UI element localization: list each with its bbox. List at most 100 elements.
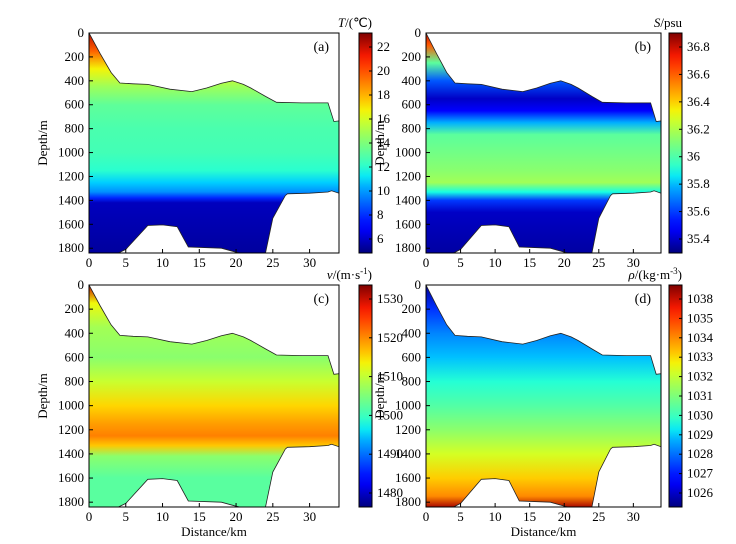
y-tick-label: 0 bbox=[78, 25, 85, 40]
x-tick-label: 25 bbox=[592, 509, 605, 524]
panel-label: (c) bbox=[313, 292, 329, 307]
y-tick-label: 1200 bbox=[58, 168, 84, 183]
colorbar-tick-label: 1028 bbox=[687, 446, 713, 461]
x-tick-label: 5 bbox=[457, 509, 464, 524]
colorbar-tick-label: 36.4 bbox=[687, 94, 710, 109]
x-tick-label: 15 bbox=[523, 509, 536, 524]
y-tick-label: 1400 bbox=[58, 446, 84, 461]
colorbar bbox=[668, 32, 683, 254]
colorbar-tick-label: 10 bbox=[377, 183, 390, 198]
x-tick-label: 20 bbox=[230, 255, 243, 270]
x-axis-label: Distance/km bbox=[511, 524, 577, 539]
y-tick-label: 800 bbox=[65, 374, 85, 389]
x-tick-label: 10 bbox=[489, 509, 502, 524]
y-tick-label: 1800 bbox=[58, 494, 84, 509]
y-tick-label: 1000 bbox=[395, 145, 421, 160]
colorbar-tick-label: 1034 bbox=[687, 330, 714, 345]
colorbar-tick-label: 1530 bbox=[377, 291, 403, 306]
x-tick-label: 30 bbox=[627, 255, 640, 270]
y-tick-label: 200 bbox=[65, 49, 85, 64]
y-axis-label: Depth/m bbox=[35, 373, 50, 419]
y-tick-label: 0 bbox=[415, 25, 422, 40]
colorbar-tick-label: 35.4 bbox=[687, 231, 710, 246]
y-tick-label: 600 bbox=[402, 349, 422, 364]
y-tick-label: 1200 bbox=[395, 168, 421, 183]
y-tick-label: 0 bbox=[415, 277, 422, 292]
colorbar-tick-label: 1026 bbox=[687, 485, 714, 500]
y-tick-label: 200 bbox=[402, 301, 422, 316]
y-tick-label: 1600 bbox=[58, 216, 84, 231]
colorbar-tick-label: 18 bbox=[377, 87, 390, 102]
x-tick-label: 15 bbox=[193, 509, 206, 524]
colorbar-tick-label: 36.8 bbox=[687, 39, 710, 54]
x-tick-label: 15 bbox=[523, 255, 536, 270]
y-tick-label: 1800 bbox=[58, 240, 84, 255]
x-tick-label: 25 bbox=[592, 255, 605, 270]
x-tick-label: 0 bbox=[86, 509, 93, 524]
x-tick-label: 10 bbox=[489, 255, 502, 270]
y-tick-label: 800 bbox=[402, 374, 422, 389]
colorbar-tick-label: 14 bbox=[377, 135, 391, 150]
colorbar-tick-label: 35.8 bbox=[687, 176, 710, 191]
x-tick-label: 25 bbox=[266, 255, 279, 270]
y-tick-label: 1200 bbox=[58, 422, 84, 437]
colorbar-tick-label: 1490 bbox=[377, 446, 403, 461]
colorbar bbox=[358, 284, 373, 508]
x-tick-label: 30 bbox=[627, 509, 640, 524]
panel-label: (d) bbox=[635, 292, 652, 307]
plot-frame bbox=[88, 32, 340, 254]
colorbar-tick-label: 8 bbox=[377, 207, 384, 222]
plot-frame bbox=[88, 284, 340, 508]
plot-frame bbox=[425, 284, 662, 508]
colorbar-title: S/psu bbox=[654, 15, 683, 30]
colorbar-tick-label: 1027 bbox=[687, 466, 714, 481]
y-tick-label: 1400 bbox=[395, 192, 421, 207]
y-tick-label: 1200 bbox=[395, 422, 421, 437]
colorbar-tick-label: 36.6 bbox=[687, 66, 710, 81]
y-tick-label: 1000 bbox=[395, 398, 421, 413]
panel-label: (a) bbox=[313, 40, 329, 55]
colorbar-tick-label: 1038 bbox=[687, 291, 713, 306]
x-tick-label: 5 bbox=[123, 255, 130, 270]
x-tick-label: 5 bbox=[457, 255, 464, 270]
x-axis-label: Distance/km bbox=[181, 524, 247, 539]
x-tick-label: 0 bbox=[423, 255, 430, 270]
y-tick-label: 400 bbox=[402, 325, 422, 340]
x-tick-label: 20 bbox=[558, 509, 571, 524]
y-tick-label: 1800 bbox=[395, 494, 421, 509]
y-axis-label: Depth/m bbox=[372, 373, 387, 419]
colorbar-tick-label: 6 bbox=[377, 231, 384, 246]
x-tick-label: 5 bbox=[123, 509, 130, 524]
colorbar-tick-label: 1029 bbox=[687, 427, 713, 442]
colorbar-tick-label: 1035 bbox=[687, 310, 713, 325]
colorbar-tick-label: 1032 bbox=[687, 369, 713, 384]
field-3 bbox=[88, 284, 340, 508]
y-tick-label: 600 bbox=[65, 349, 85, 364]
y-tick-label: 600 bbox=[65, 97, 85, 112]
x-tick-label: 10 bbox=[156, 509, 169, 524]
y-tick-label: 800 bbox=[402, 121, 422, 136]
colorbar-tick-label: 1520 bbox=[377, 330, 403, 345]
colorbar-tick-label: 1031 bbox=[687, 388, 713, 403]
colorbar-tick-label: 1510 bbox=[377, 369, 403, 384]
panel-label: (b) bbox=[635, 40, 652, 55]
y-tick-label: 600 bbox=[402, 97, 422, 112]
colorbar-tick-label: 1030 bbox=[687, 407, 713, 422]
x-tick-label: 15 bbox=[193, 255, 206, 270]
colorbar-tick-label: 16 bbox=[377, 111, 391, 126]
y-axis-label: Depth/m bbox=[35, 120, 50, 166]
field-2 bbox=[425, 32, 662, 254]
colorbar-tick-label: 36 bbox=[687, 149, 701, 164]
y-tick-label: 1400 bbox=[395, 446, 421, 461]
y-tick-label: 400 bbox=[402, 73, 422, 88]
colorbar-tick-label: 36.2 bbox=[687, 121, 710, 136]
colorbar-tick-label: 1480 bbox=[377, 485, 403, 500]
x-tick-label: 25 bbox=[266, 509, 279, 524]
colorbar-tick-label: 35.6 bbox=[687, 204, 710, 219]
x-tick-label: 20 bbox=[558, 255, 571, 270]
x-tick-label: 10 bbox=[156, 255, 169, 270]
colorbar-tick-label: 22 bbox=[377, 39, 390, 54]
colorbar-tick-label: 1500 bbox=[377, 407, 403, 422]
